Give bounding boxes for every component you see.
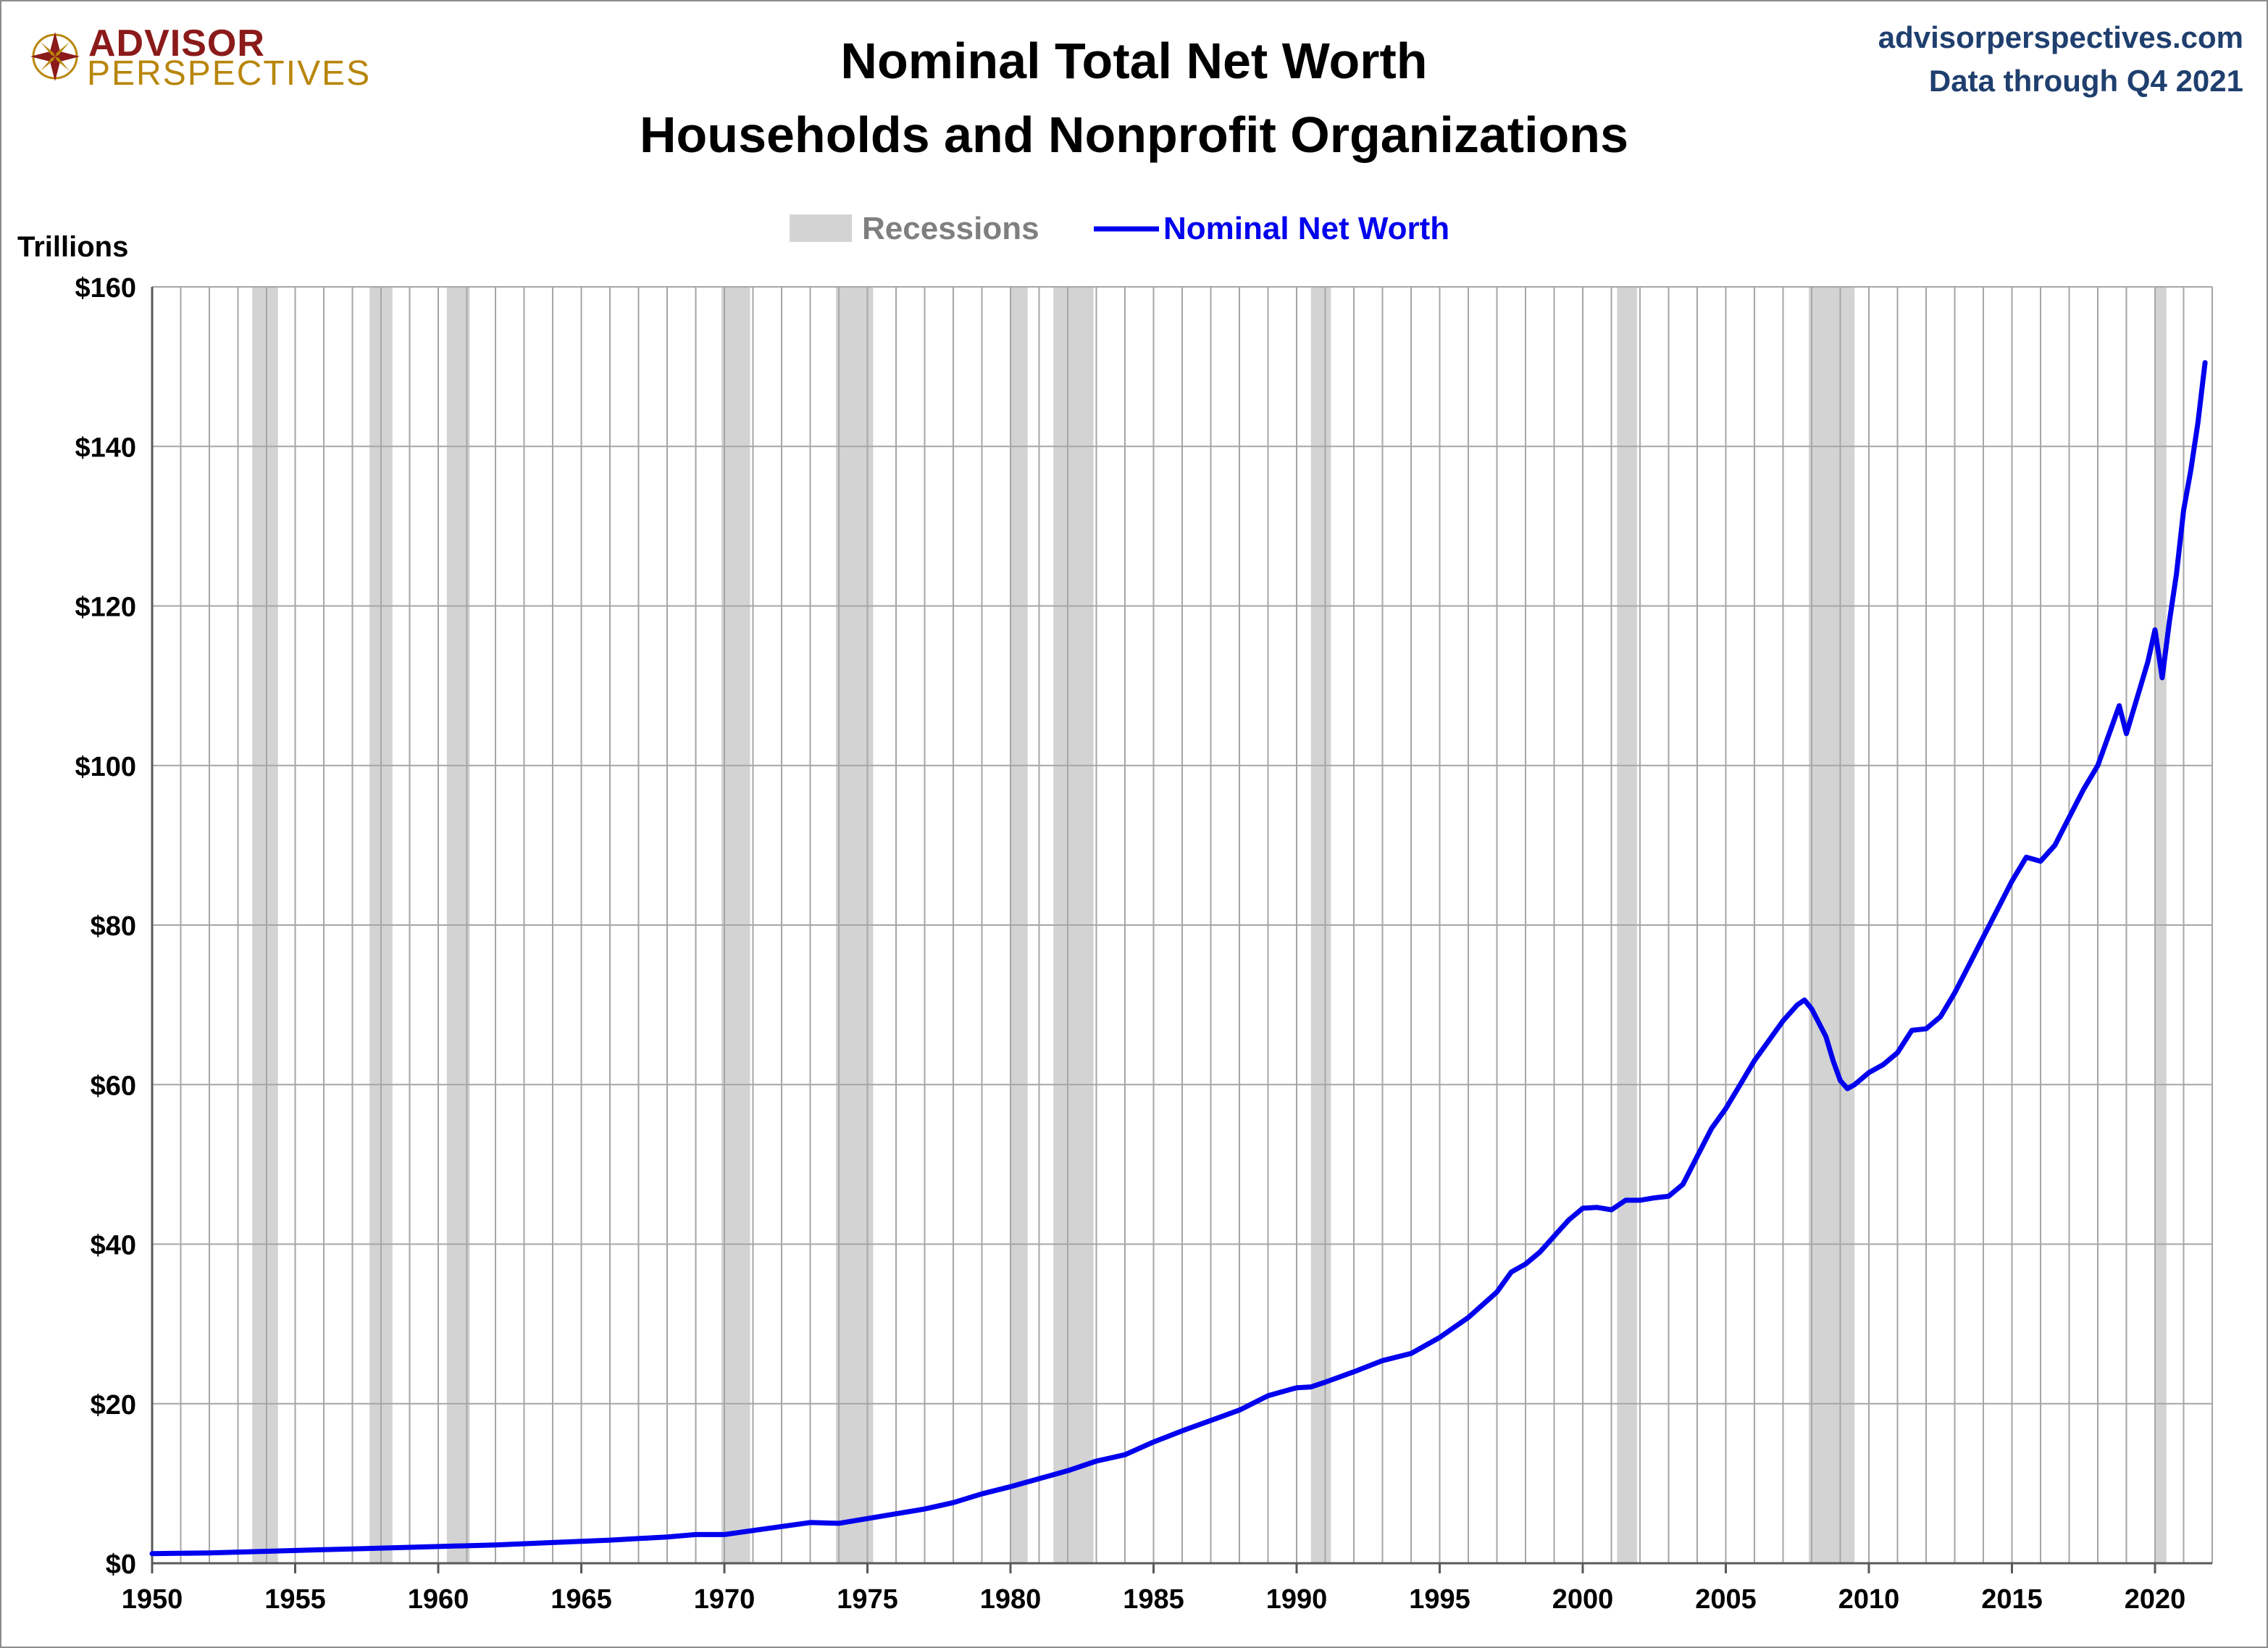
chart-subtitle: Households and Nonprofit Organizations — [640, 106, 1628, 163]
x-tick-label: 2020 — [2125, 1584, 2186, 1615]
x-tick-label: 1955 — [264, 1584, 326, 1615]
source-site: advisorperspectives.com — [1878, 20, 2243, 54]
y-tick-label: $60 — [91, 1071, 136, 1101]
y-tick-label: $120 — [75, 593, 136, 623]
x-tick-label: 1970 — [694, 1584, 756, 1615]
source-block: advisorperspectives.com Data through Q4 … — [1878, 16, 2243, 103]
x-tick-label: 1980 — [980, 1584, 1042, 1615]
y-tick-label: $100 — [75, 752, 136, 782]
x-tick-label: 2000 — [1552, 1584, 1614, 1615]
y-tick-label: $40 — [91, 1231, 136, 1261]
legend-series-label: Nominal Net Worth — [1163, 211, 1449, 246]
series-line-nominal-net-worth — [149, 360, 2208, 1557]
x-tick-label: 1995 — [1409, 1584, 1470, 1615]
x-tick-label: 1950 — [122, 1584, 183, 1615]
legend-recession-swatch — [790, 214, 852, 242]
y-tick-label: $160 — [75, 273, 136, 304]
x-tick-label: 1975 — [837, 1584, 898, 1615]
x-tick-label: 1985 — [1123, 1584, 1184, 1615]
advisor-perspectives-logo: ADVISOR PERSPECTIVES — [26, 22, 369, 101]
logo-wordmark-top: ADVISOR — [88, 22, 265, 64]
logo-wordmark-bottom: PERSPECTIVES — [87, 54, 372, 93]
x-tick-label: 1960 — [408, 1584, 469, 1615]
x-tick-label: 1990 — [1266, 1584, 1328, 1615]
legend-recession-label: Recessions — [862, 211, 1039, 246]
x-tick-label: 1965 — [551, 1584, 612, 1615]
x-tick-label: 2005 — [1695, 1584, 1757, 1615]
y-tick-label: $140 — [75, 432, 136, 463]
source-note: Data through Q4 2021 — [1928, 64, 2243, 98]
y-axis-label: Trillions — [17, 231, 128, 263]
compass-rose-icon — [30, 32, 80, 81]
x-tick-label: 2010 — [1838, 1584, 1900, 1615]
y-tick-label: $0 — [106, 1549, 136, 1580]
y-tick-label: $80 — [91, 911, 136, 942]
chart-title: Nominal Total Net Worth — [840, 33, 1428, 89]
y-tick-label: $20 — [91, 1390, 136, 1421]
x-tick-label: 2015 — [1981, 1584, 2043, 1615]
